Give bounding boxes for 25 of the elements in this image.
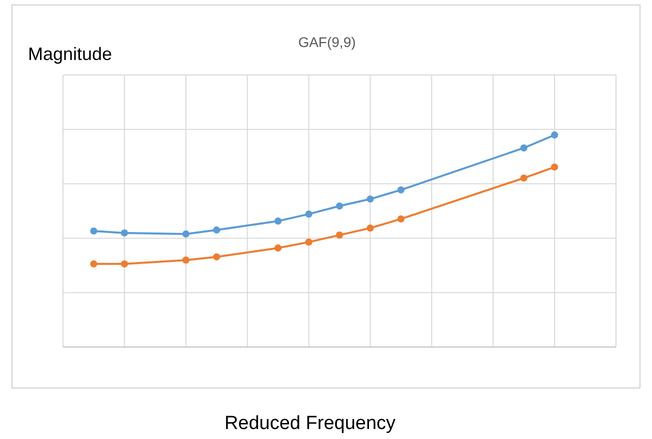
point xyxy=(120,260,128,268)
point xyxy=(182,256,190,264)
point xyxy=(213,253,220,260)
point xyxy=(182,230,190,238)
point xyxy=(274,218,282,225)
point xyxy=(305,238,312,246)
point xyxy=(550,163,558,171)
point xyxy=(120,229,128,237)
point xyxy=(90,227,98,235)
point xyxy=(550,131,558,139)
point xyxy=(397,215,405,223)
point xyxy=(520,174,528,182)
point xyxy=(520,144,528,152)
chart-title: GAF(9,9) xyxy=(298,34,356,50)
point xyxy=(305,210,312,218)
point xyxy=(213,226,220,234)
point xyxy=(90,260,98,268)
point xyxy=(366,224,374,232)
y-axis-title: Magnitude xyxy=(28,44,112,64)
x-axis-title: Reduced Frequency xyxy=(224,413,396,434)
point xyxy=(336,232,344,239)
point xyxy=(397,186,405,194)
point xyxy=(274,244,282,252)
point xyxy=(366,195,374,203)
point xyxy=(336,202,344,210)
